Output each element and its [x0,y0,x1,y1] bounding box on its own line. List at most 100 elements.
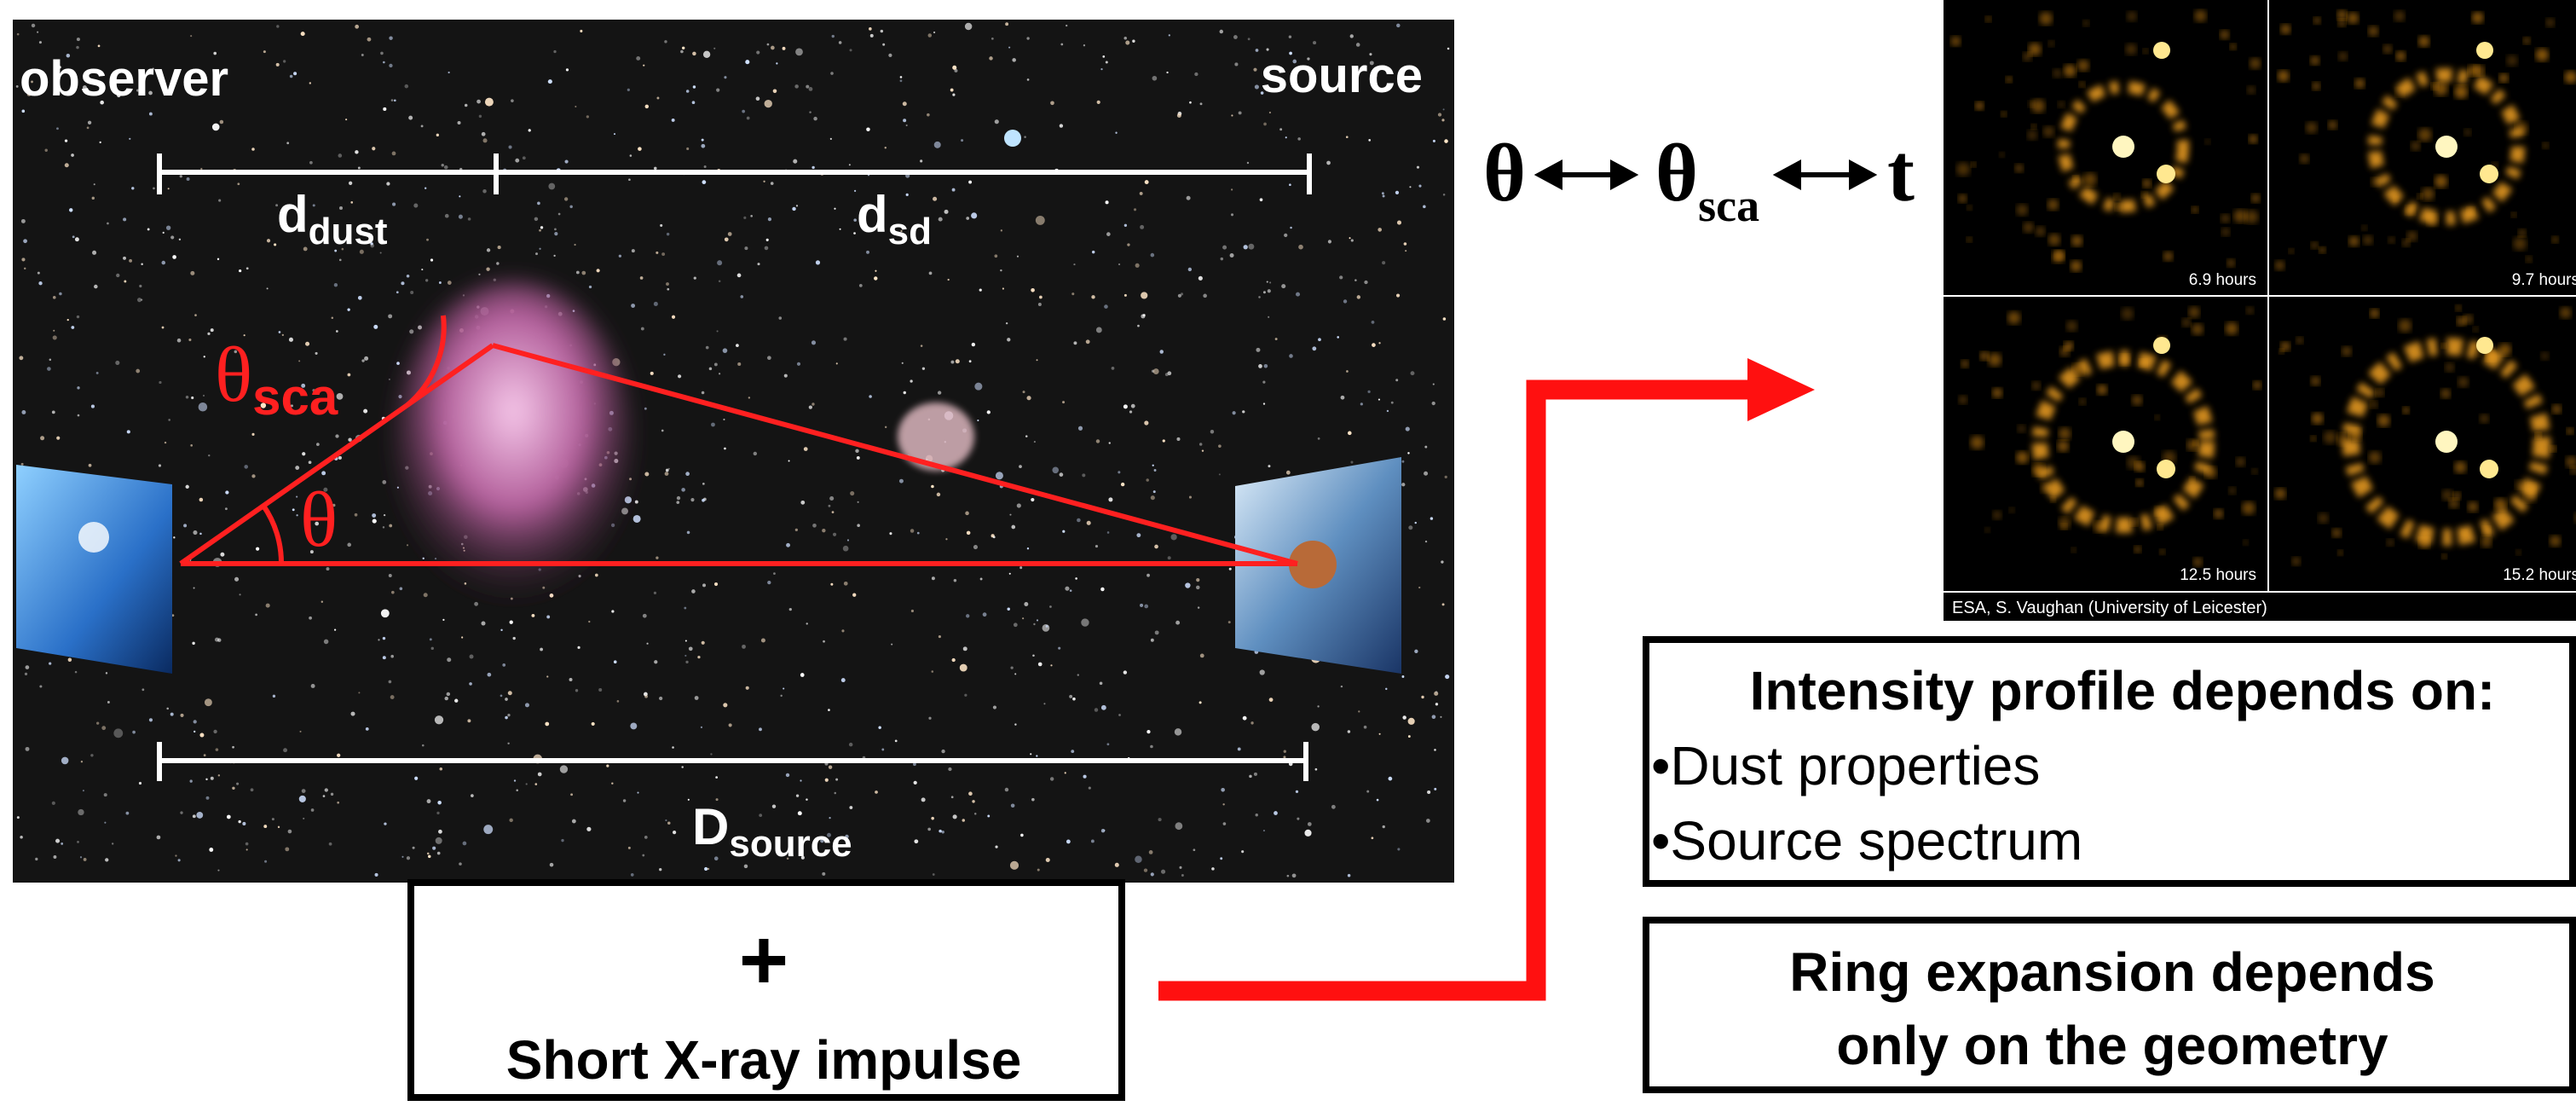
star [724,76,726,78]
field-source [2153,337,2170,354]
star [566,68,569,71]
star [708,868,709,870]
star [199,402,208,412]
star [1445,675,1449,679]
noise-blob [2515,550,2521,555]
star [1402,715,1406,719]
noise-blob [2454,85,2467,98]
noise-blob [1985,16,1991,22]
star [1229,568,1232,570]
star [621,508,628,515]
star [1263,830,1265,831]
star [1221,258,1223,260]
noise-blob [2122,308,2134,320]
star [1243,716,1247,721]
star [442,619,444,621]
star [1134,208,1136,211]
star [141,263,143,265]
star [366,727,369,731]
star [706,346,709,350]
star [264,860,267,863]
star [1136,533,1141,537]
star [611,610,614,612]
noise-blob [2300,154,2309,164]
star [644,472,649,477]
star [1007,338,1010,341]
star [654,592,656,594]
star [1014,673,1016,675]
star [840,229,841,230]
noise-blob [2342,346,2351,356]
star [656,252,658,254]
star [580,30,582,32]
star [296,495,297,497]
star [246,848,248,850]
star [962,819,966,822]
noise-blob [2396,51,2406,61]
star [754,452,757,455]
star [474,602,478,606]
star [301,32,305,36]
star [507,743,509,744]
star [209,848,213,852]
star [1250,721,1253,724]
noise-blob [2368,26,2378,37]
star [1115,863,1119,867]
star [1022,617,1024,619]
star [407,544,408,546]
star [1036,755,1037,756]
star [719,280,721,282]
star [938,391,941,394]
star [194,314,197,316]
star [638,147,642,151]
star [132,731,136,734]
star [316,443,320,446]
star [701,727,702,728]
star [392,203,396,206]
star [812,524,817,528]
symbol: θ [215,331,252,418]
star [276,63,280,67]
field-source [2480,165,2498,183]
star [515,159,519,163]
star [302,789,306,793]
star [661,252,665,256]
star [1256,49,1259,52]
noise-blob [2310,56,2319,66]
star [595,574,598,577]
star [1368,139,1371,142]
star [540,226,543,229]
noise-blob [2016,451,2028,463]
noise-blob [2440,389,2450,398]
star [1034,441,1036,443]
star [1081,618,1089,626]
star [811,340,816,345]
star [641,327,644,331]
star [656,96,659,99]
star [715,776,718,779]
star [1124,294,1127,297]
noise-blob [2159,549,2165,555]
star [1177,113,1181,118]
star [701,144,705,148]
noise-blob [2507,55,2518,67]
star [1378,398,1380,400]
star [168,419,170,421]
star [643,614,647,618]
star [1382,192,1384,194]
star [1218,444,1222,448]
star [424,593,428,597]
star [334,283,338,287]
star [635,501,638,504]
star [1200,653,1204,657]
star [302,452,305,455]
star [227,815,231,819]
noise-blob [2227,259,2234,267]
star [1296,790,1298,793]
star [80,856,82,858]
noise-blob [2313,17,2320,24]
star [1146,574,1150,577]
star [1073,341,1077,345]
noise-blob [2279,349,2284,354]
star [822,529,825,532]
